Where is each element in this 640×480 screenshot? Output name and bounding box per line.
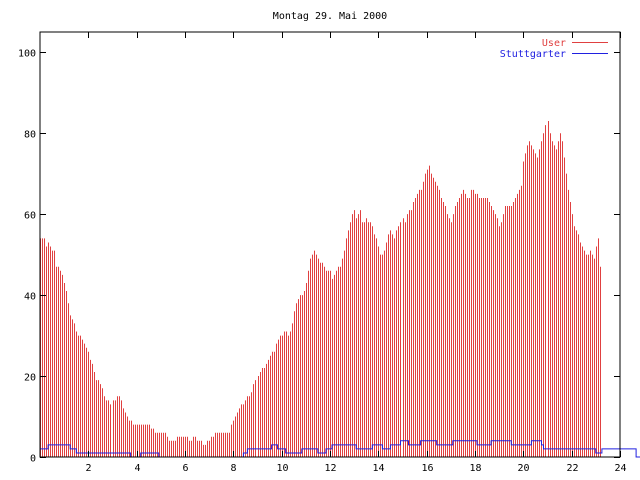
chart-title: Montag 29. Mai 2000 bbox=[273, 11, 387, 22]
y-tick-label: 0 bbox=[30, 454, 36, 465]
x-tick-label: 4 bbox=[134, 463, 140, 474]
x-tick-label: 12 bbox=[324, 463, 336, 474]
y-tick-label: 40 bbox=[24, 292, 36, 303]
y-tick-label: 80 bbox=[24, 130, 36, 141]
x-tick-label: 6 bbox=[182, 463, 188, 474]
y-axis: 0 20 40 60 80 100 bbox=[18, 49, 620, 465]
x-tick-label: 22 bbox=[566, 463, 578, 474]
x-tick-label: 8 bbox=[230, 463, 236, 474]
legend: User Stuttgarter bbox=[500, 38, 608, 60]
x-tick-label: 14 bbox=[372, 463, 384, 474]
series-user-bars bbox=[40, 121, 601, 457]
x-tick-label: 20 bbox=[517, 463, 529, 474]
y-tick-label: 20 bbox=[24, 373, 36, 384]
x-tick-label: 24 bbox=[614, 463, 626, 474]
legend-label-stuttgarter: Stuttgarter bbox=[500, 49, 566, 60]
x-tick-label: 10 bbox=[276, 463, 288, 474]
series-stuttgarter-line bbox=[40, 440, 640, 458]
legend-label-user: User bbox=[542, 38, 566, 49]
y-tick-label: 100 bbox=[18, 49, 36, 60]
x-tick-label: 18 bbox=[469, 463, 481, 474]
x-axis: 2 4 6 8 10 12 14 16 18 20 22 24 bbox=[85, 32, 627, 474]
x-tick-label: 16 bbox=[421, 463, 433, 474]
x-tick-label: 2 bbox=[85, 463, 91, 474]
y-tick-label: 60 bbox=[24, 211, 36, 222]
